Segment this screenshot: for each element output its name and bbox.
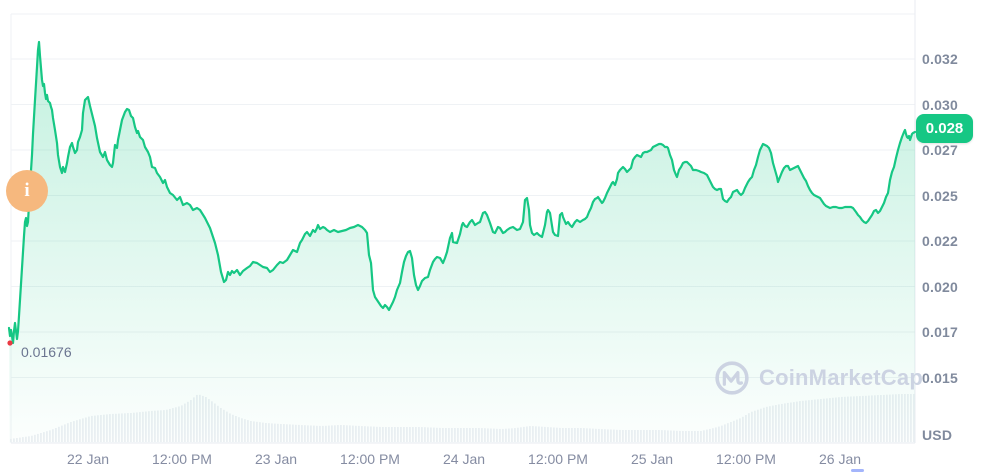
- y-axis-tick-label: 0.022: [922, 233, 959, 249]
- y-axis-tick-label: 0.027: [922, 142, 959, 158]
- x-axis-tick-label: 12:00 PM: [528, 451, 588, 467]
- current-price-badge: 0.028: [916, 114, 973, 143]
- x-axis-tick-label: 25 Jan: [630, 451, 674, 467]
- x-axis-tick-label: 12:00 PM: [716, 451, 776, 467]
- x-axis-tick-label: 26 Jan: [818, 451, 862, 467]
- period-low-price-label: 0.01676: [21, 344, 72, 360]
- info-icon-glyph: i: [24, 180, 30, 201]
- x-axis-tick-label: 12:00 PM: [152, 451, 212, 467]
- info-icon[interactable]: i: [6, 170, 48, 212]
- low-point-marker: [7, 340, 13, 346]
- x-axis-tick-label: 24 Jan: [442, 451, 486, 467]
- x-axis-tick-label: 12:00 PM: [340, 451, 400, 467]
- y-axis-tick-label: 0.015: [922, 369, 959, 386]
- scrollbar-dash[interactable]: [851, 469, 864, 472]
- x-axis-tick-label: 22 Jan: [66, 451, 110, 467]
- y-axis-tick-label: 0.025: [922, 187, 959, 204]
- y-axis-tick-label: 0.020: [922, 278, 959, 295]
- price-area-fill: [9, 42, 915, 443]
- y-axis-tick-label: 0.032: [922, 51, 959, 67]
- price-line: [7, 40, 917, 345]
- y-axis-tick-label: 0.017: [922, 324, 959, 340]
- y-axis-unit-label: USD: [922, 427, 953, 443]
- y-axis-tick-label: 0.030: [922, 96, 959, 113]
- x-axis-tick-label: 23 Jan: [254, 451, 298, 467]
